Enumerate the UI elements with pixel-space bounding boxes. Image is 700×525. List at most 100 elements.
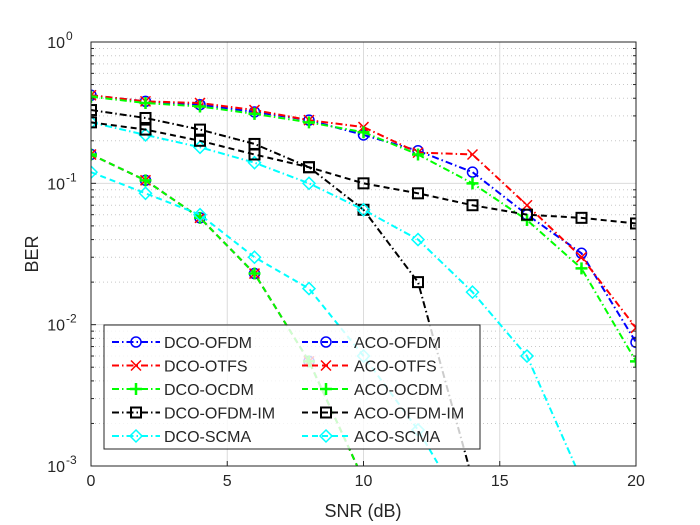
x-tick-label: 0	[87, 473, 96, 490]
legend-label: ACO-OFDM-IM	[354, 406, 464, 423]
marker-x	[630, 322, 636, 334]
legend-label: DCO-OCDM	[164, 382, 254, 399]
legend-box	[103, 324, 481, 450]
marker-plus	[466, 177, 479, 190]
x-tick-label: 15	[491, 473, 509, 490]
marker-diamond	[301, 281, 317, 296]
legend-item: ACO-SCMA	[302, 428, 441, 446]
marker-diamond	[465, 285, 480, 300]
marker-plus	[91, 148, 97, 161]
marker-plus	[320, 383, 332, 395]
legend-label: ACO-OFDM	[354, 335, 441, 352]
legend-label: ACO-OTFS	[354, 359, 437, 376]
y-tick-label: 10	[47, 176, 65, 193]
marker-x	[521, 199, 533, 211]
marker-plus	[357, 126, 370, 139]
series-line	[91, 95, 636, 362]
legend-item: ACO-OCDM	[302, 382, 443, 399]
y-axis-label: BER	[22, 235, 42, 272]
marker-square	[630, 217, 636, 230]
y-tick-label: 10	[47, 35, 65, 52]
legend-label: ACO-OCDM	[354, 382, 443, 399]
marker-plus	[139, 97, 152, 110]
marker-plus	[248, 107, 261, 120]
marker-plus	[139, 174, 152, 187]
legend: DCO-OFDM DCO-OTFS DCO-OCDM DCO-OFDM-IM DCO-S…	[103, 324, 481, 450]
marker-x	[91, 89, 97, 101]
marker-square	[466, 199, 479, 212]
marker-square	[575, 211, 588, 224]
legend-label: DCO-OTFS	[164, 359, 248, 376]
marker-x	[466, 148, 479, 161]
y-tick-label: 10	[47, 459, 65, 476]
marker-diamond	[247, 155, 262, 170]
y-tick-exponent: -3	[66, 453, 77, 467]
legend-label: DCO-OFDM-IM	[164, 406, 275, 423]
marker-circle	[630, 336, 636, 349]
marker-square	[412, 276, 424, 289]
series-line	[91, 153, 359, 466]
marker-square	[91, 104, 97, 117]
marker-square	[412, 187, 424, 200]
legend-item: ACO-OTFS	[302, 359, 437, 376]
legend-label: ACO-SCMA	[354, 429, 441, 446]
series-aco-ofdm-im	[91, 116, 636, 230]
marker-circle	[130, 336, 142, 348]
marker-square	[521, 208, 533, 221]
marker-plus	[194, 100, 206, 113]
marker-diamond	[410, 232, 426, 247]
legend-item: DCO-OCDM	[112, 382, 254, 399]
legend-label: DCO-SCMA	[164, 429, 251, 446]
legend-label: DCO-OFDM	[164, 335, 252, 352]
marker-plus	[630, 355, 636, 368]
series-line	[91, 94, 636, 329]
marker-plus	[303, 116, 315, 129]
series-aco-ocdm	[91, 148, 359, 466]
marker-square	[139, 123, 152, 136]
marker-diamond	[519, 348, 535, 364]
marker-x	[130, 359, 142, 372]
marker-square	[139, 111, 152, 124]
marker-plus	[248, 267, 261, 280]
series-group	[91, 89, 636, 466]
marker-diamond	[247, 250, 262, 265]
marker-diamond	[192, 207, 208, 222]
marker-square	[357, 177, 370, 190]
series-line	[91, 121, 636, 225]
marker-square	[91, 116, 97, 129]
marker-diamond	[91, 165, 99, 180]
marker-square	[303, 161, 315, 174]
series-line	[91, 109, 470, 466]
x-tick-label: 5	[223, 473, 232, 490]
legend-item: DCO-OFDM-IM	[112, 406, 275, 423]
y-tick-exponent: -1	[66, 170, 77, 184]
marker-diamond	[128, 428, 144, 444]
series-line	[91, 121, 577, 466]
x-tick-label: 10	[355, 473, 373, 490]
marker-plus	[130, 383, 142, 395]
marker-diamond	[318, 428, 334, 444]
series-dco-ocdm	[91, 90, 636, 368]
marker-square	[248, 148, 261, 161]
marker-x	[91, 148, 97, 161]
marker-x	[320, 359, 332, 372]
legend-item: ACO-OFDM-IM	[302, 406, 464, 423]
marker-plus	[412, 148, 424, 161]
y-tick-exponent: -2	[66, 312, 77, 326]
x-tick-label: 20	[627, 473, 645, 490]
marker-plus	[91, 90, 97, 103]
marker-square	[320, 406, 332, 419]
marker-plus	[575, 262, 588, 275]
legend-item: ACO-OFDM	[302, 335, 441, 352]
legend-item: DCO-OFDM	[112, 335, 252, 352]
marker-square	[194, 134, 206, 147]
marker-x	[575, 251, 588, 263]
marker-circle	[320, 336, 332, 348]
y-tick-label: 10	[47, 318, 65, 335]
marker-diamond	[301, 176, 317, 191]
marker-diamond	[138, 186, 153, 201]
marker-circle	[466, 166, 479, 178]
marker-diamond	[356, 202, 371, 217]
